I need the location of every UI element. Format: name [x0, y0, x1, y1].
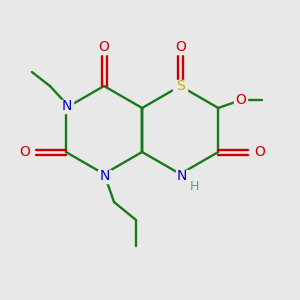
- Text: O: O: [20, 145, 30, 159]
- Bar: [176, 169, 189, 182]
- Bar: [97, 40, 111, 53]
- Text: O: O: [99, 40, 110, 54]
- Bar: [60, 100, 74, 112]
- Bar: [18, 146, 32, 158]
- Text: O: O: [175, 40, 186, 54]
- Bar: [252, 146, 266, 158]
- Text: N: N: [177, 169, 188, 183]
- Text: O: O: [254, 145, 265, 159]
- Text: N: N: [100, 169, 110, 183]
- Text: O: O: [235, 93, 246, 107]
- Bar: [173, 80, 187, 92]
- Text: S: S: [176, 79, 184, 93]
- Bar: [188, 180, 200, 192]
- Text: H: H: [190, 179, 199, 193]
- Bar: [173, 40, 187, 53]
- Bar: [98, 169, 112, 182]
- Text: N: N: [62, 99, 72, 113]
- Bar: [234, 94, 247, 106]
